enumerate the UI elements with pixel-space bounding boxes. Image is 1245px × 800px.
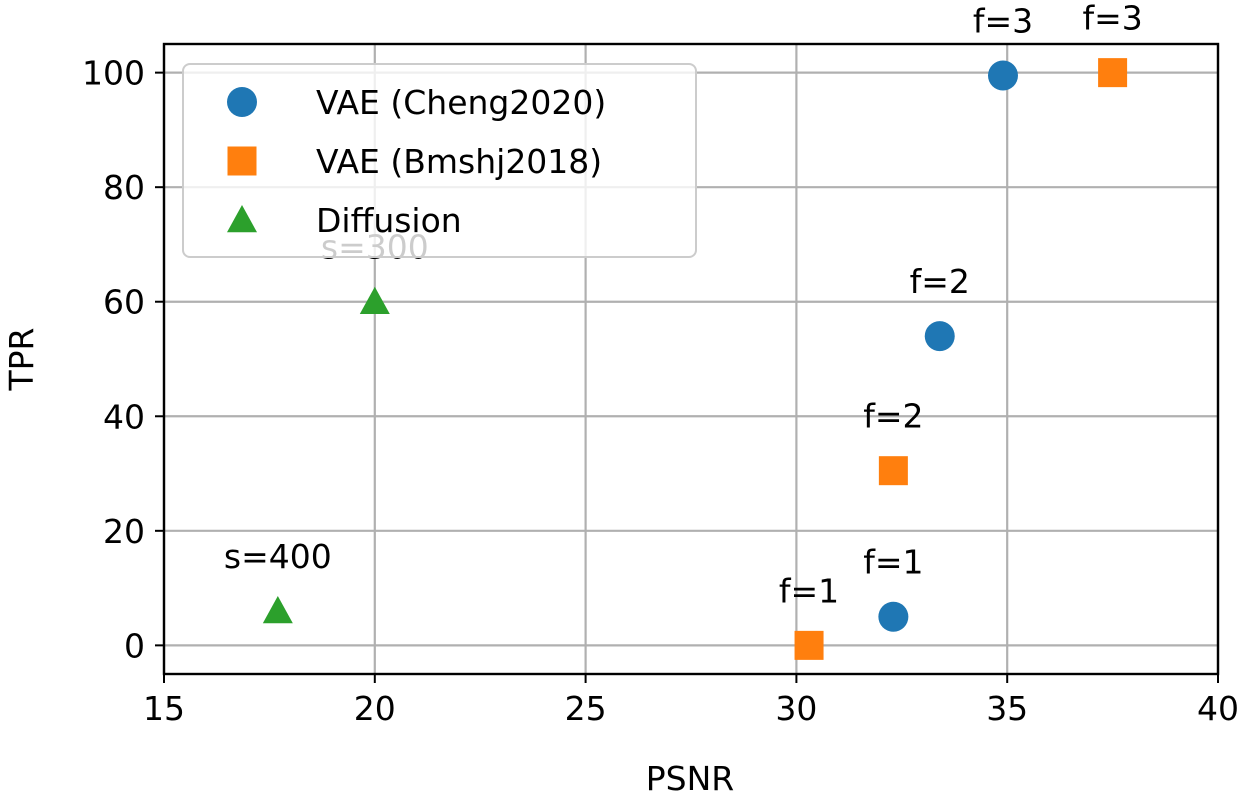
point-label: f=3	[1082, 0, 1142, 38]
data-point-triangle	[262, 596, 293, 624]
plot-frame	[162, 42, 1220, 676]
data-point-circle	[878, 601, 909, 632]
y-tick-label: 80	[103, 168, 145, 207]
data-point-square	[794, 630, 824, 660]
point-label: f=1	[863, 543, 923, 582]
legend-entry-label: VAE (Bmshj2018)	[316, 142, 602, 181]
point-label: s=400	[224, 537, 332, 576]
legend-entry-label: VAE (Cheng2020)	[316, 83, 606, 122]
x-tick-label: 40	[1197, 689, 1239, 728]
axis-ticks: 15 20 25 30 35 40 0 20 40 60 80 100	[82, 54, 1239, 728]
point-label: f=1	[779, 571, 839, 610]
plot-points	[262, 58, 1128, 660]
x-tick-label: 25	[565, 689, 607, 728]
x-axis-label: PSNR	[646, 759, 734, 798]
y-axis-label: TPR	[2, 328, 41, 392]
x-tick-label: 20	[354, 689, 396, 728]
legend-entry-label: Diffusion	[316, 201, 462, 240]
y-tick-label: 60	[103, 283, 145, 322]
point-label: f=2	[910, 262, 970, 301]
legend-marker-square	[227, 146, 257, 176]
data-point-triangle	[359, 286, 390, 315]
y-tick-label: 0	[124, 626, 145, 665]
y-tick-label: 100	[82, 54, 145, 93]
y-tick-label: 40	[103, 397, 145, 436]
x-tick-label: 15	[143, 689, 185, 728]
x-tick-label: 30	[775, 689, 817, 728]
point-label: f=3	[973, 2, 1033, 41]
y-tick-label: 20	[103, 512, 145, 551]
data-point-square	[1098, 58, 1128, 88]
legend-marker-circle	[227, 87, 257, 117]
legend-marker-triangle	[227, 205, 257, 233]
data-point-circle	[924, 321, 955, 352]
data-point-circle	[987, 60, 1018, 91]
x-tick-label: 35	[986, 689, 1028, 728]
point-label: f=2	[863, 397, 923, 436]
legend-box	[182, 63, 697, 258]
data-point-square	[878, 456, 908, 486]
legend: VAE (Cheng2020) VAE (Bmshj2018) Diffusion	[182, 63, 697, 258]
